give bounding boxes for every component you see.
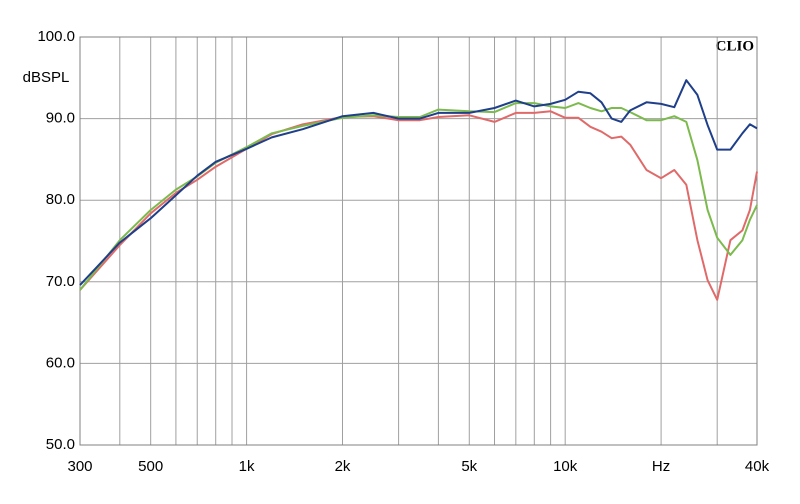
x-tick-label: 2k <box>335 458 351 475</box>
y-tick-label: 60.0 <box>46 354 75 371</box>
y-tick-label: 80.0 <box>46 191 75 208</box>
x-tick-label: 300 <box>67 458 92 475</box>
x-tick-label: 500 <box>138 458 163 475</box>
x-tick-label: 5k <box>461 458 477 475</box>
y-axis-label: dBSPL <box>23 69 70 86</box>
brand-annotation: CLIO <box>716 38 754 54</box>
y-tick-label: 100.0 <box>37 28 75 45</box>
series-line <box>79 110 758 301</box>
y-tick-label: 90.0 <box>46 110 75 127</box>
x-tick-label: 1k <box>239 458 255 475</box>
y-tick-label: 50.0 <box>46 436 75 453</box>
series-line <box>79 79 758 286</box>
x-tick-label: 10k <box>553 458 578 475</box>
x-tick-label: 40k <box>745 458 770 475</box>
plot: 50.0 60.0 70.0 80.0 90.0 100.0 300 500 1k 2k 5k 10k… <box>37 28 769 475</box>
x-tick-label: Hz <box>652 458 670 475</box>
y-tick-label: 70.0 <box>46 273 75 290</box>
series-line <box>79 102 758 291</box>
plot-frame <box>79 36 758 446</box>
